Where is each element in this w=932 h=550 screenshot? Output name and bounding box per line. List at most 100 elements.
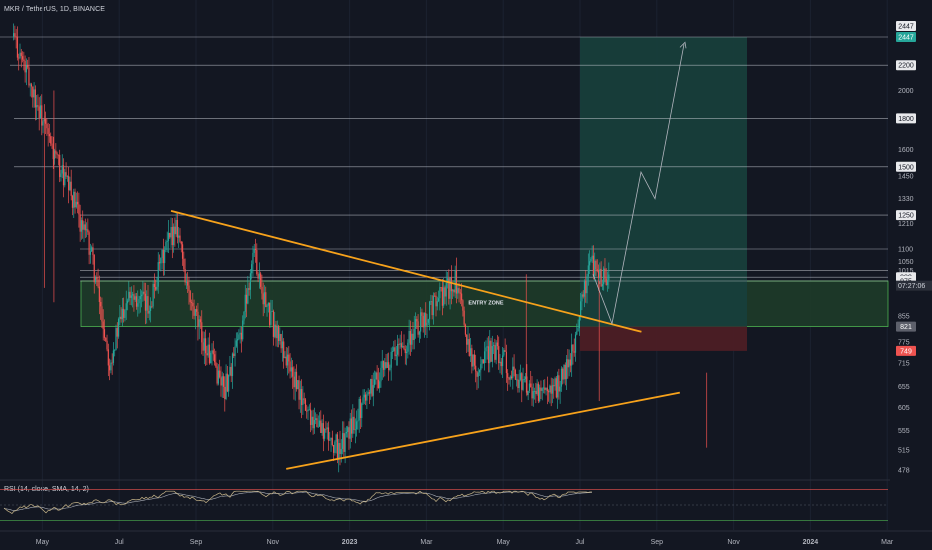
candle-body: [251, 264, 253, 274]
candle-body: [490, 340, 492, 362]
candle-body: [595, 260, 597, 270]
candle-body: [325, 428, 327, 430]
candle-body: [530, 383, 532, 387]
candle-body: [450, 277, 452, 292]
candle-body: [432, 295, 435, 316]
candle-body: [194, 309, 196, 316]
candle-body: [551, 385, 554, 394]
candle-body: [144, 293, 147, 311]
candle-body: [333, 444, 335, 453]
rsi-line: [3, 490, 592, 514]
candle-body: [74, 191, 76, 208]
candle-body: [384, 362, 386, 370]
candle-body: [426, 322, 428, 326]
candle-body: [157, 262, 159, 287]
price-tick-label: 1210: [898, 221, 914, 228]
symbol-title: MKR / TetherUS, 1D, BINANCE: [4, 6, 105, 13]
candle-body: [24, 60, 26, 73]
candle-body: [71, 195, 74, 208]
horizontal-levels-layer: [0, 36, 888, 282]
candle-body: [156, 286, 158, 290]
candle-body: [61, 165, 63, 174]
candle-body: [148, 310, 150, 314]
candle-body: [205, 338, 207, 354]
price-badge-label: 1500: [898, 164, 914, 171]
candle-body: [480, 364, 482, 371]
candle-body: [210, 352, 212, 364]
candle-body: [83, 224, 85, 230]
candle-body: [115, 328, 117, 350]
candle-body: [220, 377, 222, 386]
price-badge-label: 1250: [898, 213, 914, 220]
candle-body: [28, 67, 30, 86]
time-axis[interactable]: May Jul Sep Nov 2023 Mar May Jul Sep Nov 2024 Mar: [0, 530, 932, 546]
candle-body: [347, 427, 349, 433]
candle-body: [533, 391, 536, 392]
candle-body: [567, 359, 569, 368]
candle-body: [522, 379, 524, 390]
candle-body: [230, 366, 232, 377]
candle-body: [597, 270, 600, 278]
candle-body: [394, 347, 396, 357]
candle-body: [362, 397, 364, 404]
price-axis[interactable]: 2447 2200 2000 1800 1600 1450 1330 1210 1100 1050…: [890, 0, 932, 530]
candle-body: [469, 348, 472, 356]
candle-body: [288, 354, 290, 362]
candle-body: [158, 262, 161, 264]
candle-body: [139, 296, 141, 300]
candle-body: [452, 289, 454, 292]
candle-body: [472, 354, 474, 367]
candle-body: [405, 351, 408, 354]
candle-body: [513, 366, 515, 370]
candle-body: [266, 305, 268, 307]
candle-body: [359, 399, 362, 418]
candle-body: [487, 346, 490, 364]
price-tick-label: 1015: [898, 268, 914, 275]
candle-body: [98, 286, 100, 302]
candle-body: [496, 342, 499, 347]
trendline: [286, 391, 681, 470]
candle-body: [600, 268, 602, 287]
candle-body: [578, 316, 580, 329]
candle-body: [568, 359, 570, 368]
candle-body: [215, 362, 217, 367]
time-tick-label: Sep: [651, 539, 664, 546]
candle-body: [116, 328, 118, 337]
candle-body: [192, 302, 194, 307]
candle-body: [248, 288, 250, 290]
candle-body: [514, 369, 516, 380]
candle-body: [569, 359, 571, 366]
candle-body: [500, 361, 502, 367]
candle-body: [606, 280, 609, 285]
candle-body: [475, 365, 477, 372]
candle-body: [367, 392, 369, 395]
candle-body: [149, 306, 152, 311]
time-tick-label: Nov: [727, 539, 740, 546]
candle-body: [100, 301, 102, 307]
candle-body: [321, 423, 323, 433]
price-tick-label: 855: [898, 313, 910, 320]
candle-body: [473, 354, 475, 366]
candle-body: [65, 172, 67, 177]
candle-body: [240, 332, 243, 340]
candle-body: [307, 409, 309, 412]
candle-body: [528, 383, 531, 391]
candle-body: [402, 346, 404, 348]
candle-body: [117, 318, 120, 337]
candle-body: [559, 386, 561, 392]
candle-body: [372, 385, 374, 396]
candle-body: [52, 145, 54, 160]
candle-body: [238, 334, 240, 340]
candle-body: [237, 339, 239, 341]
candle-body: [176, 220, 179, 238]
candle-body: [231, 353, 234, 377]
candle-body: [267, 302, 269, 306]
candle-body: [353, 416, 355, 430]
candle-body: [263, 292, 266, 305]
candle-body: [206, 353, 208, 356]
candle-body: [152, 283, 154, 307]
candle-body: [365, 394, 367, 401]
candle-body: [505, 351, 507, 374]
candle-body: [129, 291, 131, 298]
